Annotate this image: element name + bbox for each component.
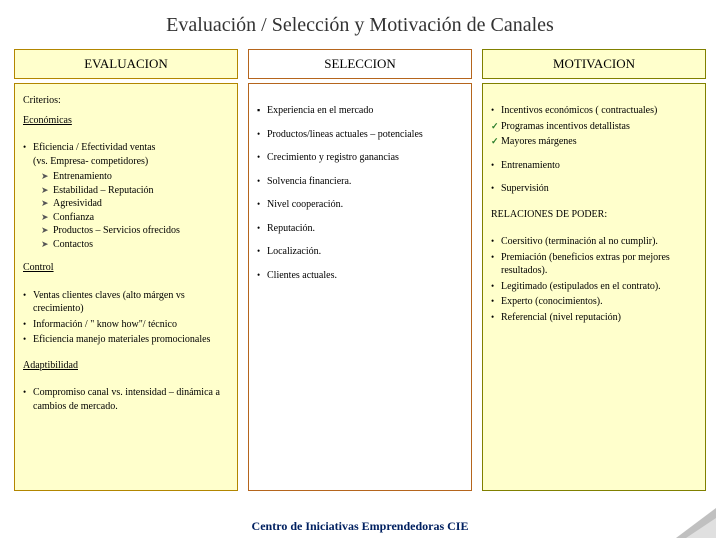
list-item: ▪Experiencia en el mercado bbox=[257, 104, 463, 118]
column-motivacion: MOTIVACION •Incentivos económicos ( cont… bbox=[482, 49, 706, 491]
evaluacion-body: Criterios: Económicas •Eficiencia / Efec… bbox=[14, 83, 238, 491]
list-item: •Ventas clientes claves (alto márgen vs … bbox=[23, 289, 229, 316]
list-item: •Productos/lineas actuales – potenciales bbox=[257, 128, 463, 142]
criterios-label: Criterios: bbox=[23, 94, 229, 108]
list-item: ➤Agresividad bbox=[41, 197, 229, 211]
adaptibilidad-label: Adaptibilidad bbox=[23, 359, 229, 373]
column-evaluacion: EVALUACION Criterios: Económicas •Eficie… bbox=[14, 49, 238, 491]
columns-row: EVALUACION Criterios: Económicas •Eficie… bbox=[0, 49, 720, 491]
list-item: •Entrenamiento bbox=[491, 159, 697, 173]
list-item: •Solvencia financiera. bbox=[257, 175, 463, 189]
list-item: •Coersitivo (terminación al no cumplir). bbox=[491, 235, 697, 249]
list-item: ➤Contactos bbox=[41, 238, 229, 252]
list-item: •Eficiencia / Efectividad ventas(vs. Emp… bbox=[23, 141, 229, 168]
motivacion-body: •Incentivos económicos ( contractuales) … bbox=[482, 83, 706, 491]
list-item: •Compromiso canal vs. intensidad – dinám… bbox=[23, 386, 229, 413]
list-item: ➤Entrenamiento bbox=[41, 170, 229, 184]
list-item: •Información / " know how"/ técnico bbox=[23, 318, 229, 332]
list-item: •Experto (conocimientos). bbox=[491, 295, 697, 309]
list-item: •Clientes actuales. bbox=[257, 269, 463, 283]
relaciones-label: RELACIONES DE PODER: bbox=[491, 208, 697, 222]
page-title: Evaluación / Selección y Motivación de C… bbox=[0, 0, 720, 49]
list-item: •Supervisión bbox=[491, 182, 697, 196]
list-item: ✓Mayores márgenes bbox=[491, 135, 697, 149]
list-item: •Premiación (beneficios extras por mejor… bbox=[491, 251, 697, 278]
list-item: •Nivel cooperación. bbox=[257, 198, 463, 212]
list-item: ➤Productos – Servicios ofrecidos bbox=[41, 224, 229, 238]
seleccion-body: ▪Experiencia en el mercado •Productos/li… bbox=[248, 83, 472, 491]
motivacion-header: MOTIVACION bbox=[482, 49, 706, 79]
list-item: •Reputación. bbox=[257, 222, 463, 236]
list-item: ➤Estabilidad – Reputación bbox=[41, 184, 229, 198]
footer-text: Centro de Iniciativas Emprendedoras CIE bbox=[0, 519, 720, 534]
slide-container: { "title": "Evaluación / Selección y Mot… bbox=[0, 0, 720, 540]
economicas-label: Económicas bbox=[23, 114, 229, 128]
list-item: •Localización. bbox=[257, 245, 463, 259]
seleccion-header: SELECCION bbox=[248, 49, 472, 79]
list-item: •Incentivos económicos ( contractuales) bbox=[491, 104, 697, 118]
evaluacion-header: EVALUACION bbox=[14, 49, 238, 79]
list-item: •Eficiencia manejo materiales promociona… bbox=[23, 333, 229, 347]
column-seleccion: SELECCION ▪Experiencia en el mercado •Pr… bbox=[248, 49, 472, 491]
corner-decoration-icon bbox=[676, 508, 716, 538]
list-item: •Crecimiento y registro ganancias bbox=[257, 151, 463, 165]
list-item: ✓Programas incentivos detallistas bbox=[491, 120, 697, 134]
list-item: •Referencial (nivel reputación) bbox=[491, 311, 697, 325]
list-item: •Legitimado (estipulados en el contrato)… bbox=[491, 280, 697, 294]
control-label: Control bbox=[23, 261, 229, 275]
list-item: ➤Confianza bbox=[41, 211, 229, 225]
